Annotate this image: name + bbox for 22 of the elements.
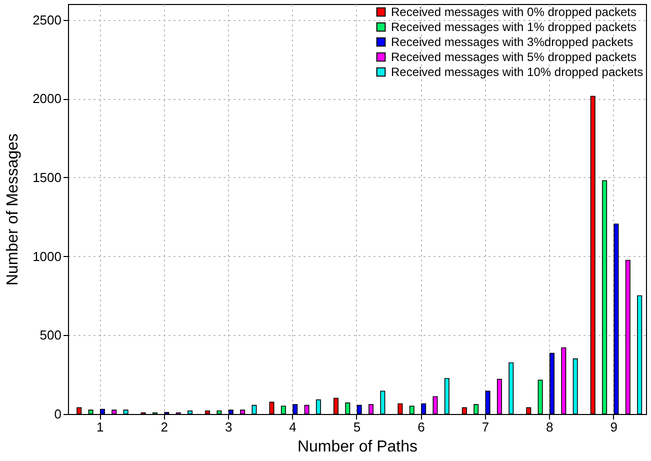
y-tick-label: 2000 <box>32 91 62 106</box>
x-tick-label: 2 <box>160 420 168 434</box>
y-tick-label: 500 <box>40 328 62 343</box>
x-tick-label: 3 <box>224 420 232 434</box>
legend-label: Received messages with 1% dropped packets <box>391 20 636 34</box>
x-tick-label: 4 <box>289 420 296 434</box>
y-tick-label: 0 <box>54 406 62 422</box>
x-tick-label: 6 <box>418 420 425 434</box>
y-axis-title: Number of Messages <box>4 133 22 286</box>
legend-label: Received messages with 0% dropped packets <box>391 5 636 19</box>
x-tick-label: 5 <box>353 420 361 434</box>
legend-label: Received messages with 3%dropped packets <box>391 35 634 49</box>
y-tick-label: 1500 <box>32 170 62 185</box>
legend-label: Received messages with 10% dropped packets <box>391 65 644 79</box>
x-tick-label: 7 <box>482 420 490 434</box>
legend-label: Received messages with 5% dropped packets <box>391 50 636 64</box>
x-tick-label: 9 <box>610 420 618 434</box>
x-tick-label: 1 <box>96 420 104 434</box>
y-tick-label: 1000 <box>32 248 62 264</box>
y-tick-label: 2500 <box>32 12 62 28</box>
x-tick-label: 8 <box>546 420 554 434</box>
x-axis-title: Number of Paths <box>297 438 418 456</box>
